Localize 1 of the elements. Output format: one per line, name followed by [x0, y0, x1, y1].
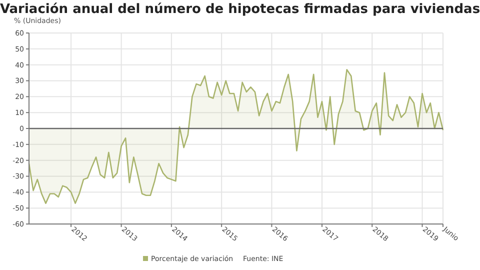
chart-title: Variación anual del número de hipotecas firmadas para viviendas: [0, 2, 480, 17]
